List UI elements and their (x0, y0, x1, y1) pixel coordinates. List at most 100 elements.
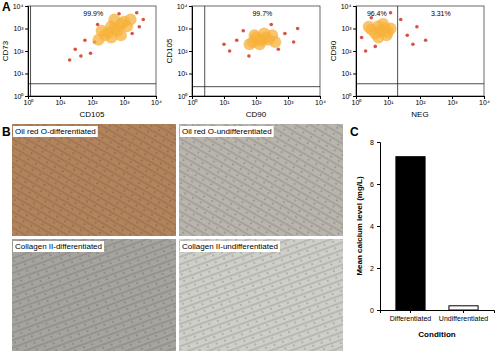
y-axis: 02468 (370, 139, 380, 314)
point (283, 32, 287, 36)
point (415, 25, 419, 29)
tick-label: 10³ (119, 99, 130, 106)
bar (396, 157, 425, 310)
point (247, 54, 251, 58)
point (364, 49, 368, 53)
tick-mark (353, 6, 356, 7)
tick: 10¹ (383, 96, 394, 106)
point (373, 45, 377, 49)
tick-mark (377, 184, 380, 185)
tick: 10⁴ (315, 96, 326, 106)
y-axis-line (353, 7, 357, 97)
x-axis: 10⁰ 10¹ 10² 10³ 10⁴ (188, 96, 326, 106)
tick-mark (189, 74, 192, 75)
y-axis-title: CD90 (329, 40, 338, 61)
tick-label: 10⁰ (342, 93, 353, 100)
annotation: 99.7% (252, 10, 272, 17)
tick-mark (25, 51, 28, 52)
tick: 10¹ (219, 96, 230, 106)
point (89, 51, 93, 55)
tick-label: 10¹ (219, 99, 230, 106)
tick-mark (377, 226, 380, 227)
tick-label: 10¹ (177, 70, 188, 77)
tick-mark (353, 96, 356, 97)
point (68, 58, 72, 62)
tick-label: 10¹ (55, 99, 66, 106)
plot-frame (356, 6, 484, 96)
y-axis-title: Mean calcium level (mg/L) (355, 176, 364, 275)
tick-label: 10⁴ (151, 99, 162, 106)
point (399, 18, 403, 22)
point (269, 23, 273, 27)
bars (396, 157, 478, 310)
tick: 10¹ (177, 70, 192, 77)
tick: 10⁴ (341, 3, 356, 10)
tick-label: 6 (370, 181, 374, 188)
tick-label: 10⁰ (352, 99, 363, 106)
tick: 10¹ (55, 96, 66, 106)
tick: 10⁰ (178, 93, 192, 100)
tick: 10⁰ (352, 96, 363, 106)
bar (449, 306, 478, 310)
label-background (13, 241, 104, 252)
tick-mark (25, 74, 28, 75)
panel-label: C (350, 125, 359, 139)
point (405, 33, 409, 37)
micrograph-image (12, 239, 176, 351)
point (135, 11, 139, 15)
point (277, 47, 281, 51)
tick-label: 10² (87, 99, 98, 106)
tick: 2 (370, 265, 380, 272)
point (73, 47, 77, 51)
micrograph-label: Oil red O-differentiated (15, 127, 96, 136)
tick-label: 10¹ (383, 99, 394, 106)
point (228, 49, 232, 53)
label-background (180, 241, 280, 252)
tick: 10⁴ (151, 96, 162, 106)
point (424, 38, 428, 42)
tick: 10¹ (13, 70, 28, 77)
points (192, 6, 320, 96)
point (249, 29, 261, 41)
scatter-panel: 10⁰10¹10²10³10⁴10⁰10¹10²10³10⁴CD90CD1059… (165, 3, 326, 119)
tick: 10³ (283, 96, 294, 106)
y-axis: 10⁰ 10¹ 10² 10³ 10⁴ (177, 3, 193, 100)
tick-label: 10² (251, 99, 262, 106)
tick-label: 10⁴ (479, 99, 490, 106)
x-axis-title: CD90 (246, 110, 267, 119)
tick: 10² (251, 96, 262, 106)
tick: 10² (13, 48, 28, 55)
tick-mark (189, 96, 192, 97)
micrograph-image (179, 239, 343, 351)
scatter-panel: 10⁰10¹10²10³10⁴10⁰10¹10²10³10⁴CD105CD739… (1, 3, 162, 119)
tick-label: 10⁴ (177, 3, 188, 10)
points (28, 6, 156, 96)
tick: 10³ (341, 25, 356, 32)
x-axis-line (381, 311, 495, 314)
tick-label: 10⁰ (188, 99, 199, 106)
tick-label: 10² (177, 48, 188, 55)
point (269, 36, 281, 48)
micrograph-image (12, 124, 176, 236)
point (360, 36, 364, 40)
x-axis-title: CD105 (80, 110, 105, 119)
tick: 10³ (13, 25, 28, 32)
point (292, 40, 296, 44)
plot-frame (28, 6, 156, 96)
tick-mark (377, 310, 380, 311)
tick: 10² (87, 96, 98, 106)
tick: 10⁰ (24, 96, 35, 106)
tick-label: 10⁴ (341, 3, 352, 10)
x-axis: Differentiated Undifferentiated (381, 310, 495, 322)
tick-mark (463, 310, 464, 313)
y-axis: 10⁰10¹10²10³10⁴ (341, 3, 357, 100)
tick-mark (25, 29, 28, 30)
tick-mark (353, 29, 356, 30)
tick: Differentiated (390, 310, 432, 322)
tick-mark (25, 6, 28, 7)
tick-label: 10³ (177, 25, 188, 32)
tick-label: Undifferentiated (439, 315, 488, 322)
points (356, 6, 484, 96)
tick-label: 10³ (13, 25, 24, 32)
point (115, 29, 127, 41)
